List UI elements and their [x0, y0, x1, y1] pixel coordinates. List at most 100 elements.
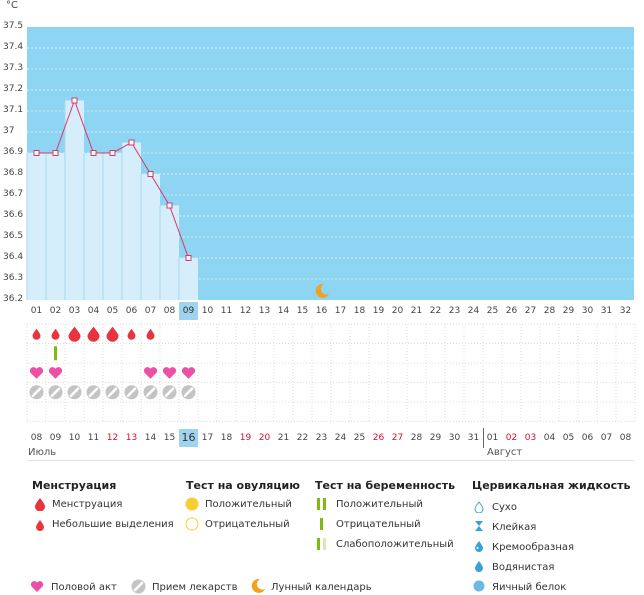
cycle-day-label[interactable]: 32 [619, 306, 632, 316]
calendar-date[interactable]: 19 [239, 433, 252, 443]
calendar-date[interactable]: 13 [125, 433, 138, 443]
calendar-date[interactable]: 15 [163, 433, 176, 443]
calendar-date[interactable]: 02 [505, 433, 518, 443]
cycle-day-label[interactable]: 20 [391, 306, 404, 316]
bar [141, 174, 160, 300]
month-divider [483, 428, 484, 448]
calendar-date[interactable]: 01 [486, 433, 499, 443]
drop-small-icon [36, 520, 44, 531]
divider [28, 460, 634, 461]
drop-large-icon[interactable] [106, 326, 119, 342]
cycle-day-label[interactable]: 31 [600, 306, 613, 316]
y-tick-label: 36.4 [3, 252, 24, 262]
cycle-day-label[interactable]: 01 [30, 306, 43, 316]
pregnancy-positive-icon [317, 498, 326, 510]
cycle-day-label[interactable]: 10 [201, 306, 214, 316]
y-tick-label: 36.8 [3, 168, 24, 178]
cycle-day-label[interactable]: 28 [543, 306, 556, 316]
calendar-date[interactable]: 21 [277, 433, 290, 443]
cycle-day-label[interactable]: 27 [524, 306, 537, 316]
calendar-date[interactable]: 27 [391, 433, 404, 443]
calendar-date[interactable]: 18 [220, 433, 233, 443]
cycle-day-label[interactable]: 07 [144, 306, 157, 316]
calendar-date[interactable]: 11 [87, 433, 100, 443]
calendar-date[interactable]: 30 [448, 433, 461, 443]
cycle-day-label[interactable]: 11 [220, 306, 233, 316]
heart-icon[interactable] [181, 367, 196, 379]
heart-icon[interactable] [48, 367, 63, 379]
cycle-day-label[interactable]: 14 [277, 306, 290, 316]
cycle-day-label[interactable]: 23 [448, 306, 461, 316]
calendar-date[interactable]: 06 [581, 433, 594, 443]
calendar-date[interactable]: 22 [296, 433, 309, 443]
calendar-date[interactable]: 25 [353, 433, 366, 443]
calendar-date[interactable]: 03 [524, 433, 537, 443]
temperature-point [109, 150, 116, 156]
cycle-day-label[interactable]: 19 [372, 306, 385, 316]
cycle-day-label[interactable]: 06 [125, 306, 138, 316]
calendar-date[interactable]: 17 [201, 433, 214, 443]
cycle-day-label[interactable]: 03 [68, 306, 81, 316]
calendar-date[interactable]: 12 [106, 433, 119, 443]
pill-stripe [126, 387, 137, 397]
cycle-day-label[interactable]: 02 [49, 306, 62, 316]
cycle-day-label[interactable]: 12 [239, 306, 252, 316]
heart-icon[interactable] [143, 367, 158, 379]
calendar-date[interactable]: 31 [467, 433, 480, 443]
calendar-date[interactable]: 24 [334, 433, 347, 443]
cycle-day-label[interactable]: 29 [562, 306, 575, 316]
cycle-day-label[interactable]: 21 [410, 306, 423, 316]
temperature-point [33, 150, 40, 156]
cycle-day-label[interactable]: 09 [179, 302, 198, 320]
cycle-day-label[interactable]: 05 [106, 306, 119, 316]
cycle-day-label[interactable]: 30 [581, 306, 594, 316]
legend-fluid-eggwhite: Яичный белок [492, 582, 567, 593]
heart-icon[interactable] [29, 367, 44, 379]
calendar-date[interactable]: 07 [600, 433, 613, 443]
cycle-day-label[interactable]: 26 [505, 306, 518, 316]
cycle-day-label[interactable]: 17 [334, 306, 347, 316]
cycle-day-label[interactable]: 13 [258, 306, 271, 316]
cycle-day-label[interactable]: 08 [163, 306, 176, 316]
calendar-date[interactable]: 29 [429, 433, 442, 443]
calendar-date[interactable]: 20 [258, 433, 271, 443]
calendar-date[interactable]: 04 [543, 433, 556, 443]
calendar-date[interactable]: 26 [372, 433, 385, 443]
moon-icon[interactable] [314, 283, 330, 299]
cycle-day-label[interactable]: 18 [353, 306, 366, 316]
calendar-date[interactable]: 23 [315, 433, 328, 443]
temperature-point [166, 202, 173, 209]
cycle-day-label[interactable]: 25 [486, 306, 499, 316]
pill-stripe [164, 387, 175, 397]
daily-symptom-grid[interactable] [0, 320, 644, 428]
drop-large-icon[interactable] [87, 326, 100, 342]
legend-ovulation-title: Тест на овуляцию [186, 479, 300, 492]
drop-small-icon[interactable] [51, 328, 60, 340]
cycle-day-label[interactable]: 16 [315, 306, 328, 316]
legend-ovulation-positive: Положительный [205, 499, 292, 510]
y-tick-label: 36.5 [3, 231, 24, 241]
calendar-date[interactable]: 10 [68, 433, 81, 443]
calendar-date[interactable]: 16 [179, 429, 198, 447]
drop-small-icon[interactable] [32, 328, 41, 340]
heart-icon[interactable] [162, 367, 177, 379]
calendar-date[interactable]: 28 [410, 433, 423, 443]
cycle-day-label[interactable]: 04 [87, 306, 100, 316]
drop-large-icon[interactable] [68, 326, 81, 342]
calendar-date[interactable]: 08 [619, 433, 632, 443]
cycle-day-label[interactable]: 24 [467, 306, 480, 316]
cycle-day-label[interactable]: 22 [429, 306, 442, 316]
temperature-point [147, 171, 154, 177]
calendar-date[interactable]: 05 [562, 433, 575, 443]
calendar-date[interactable]: 09 [49, 433, 62, 443]
calendar-date[interactable]: 08 [30, 433, 43, 443]
legend-intercourse: Половой акт [51, 582, 117, 593]
drop-small-icon[interactable] [146, 328, 155, 340]
cycle-day-label[interactable]: 15 [296, 306, 309, 316]
legend-fluid-sticky: Клейкая [492, 522, 537, 533]
y-tick-label: 36.9 [3, 147, 24, 157]
temperature-point [90, 150, 97, 156]
pregnancy-positive-icon[interactable] [54, 346, 57, 361]
drop-small-icon[interactable] [127, 328, 136, 340]
calendar-date[interactable]: 14 [144, 433, 157, 443]
